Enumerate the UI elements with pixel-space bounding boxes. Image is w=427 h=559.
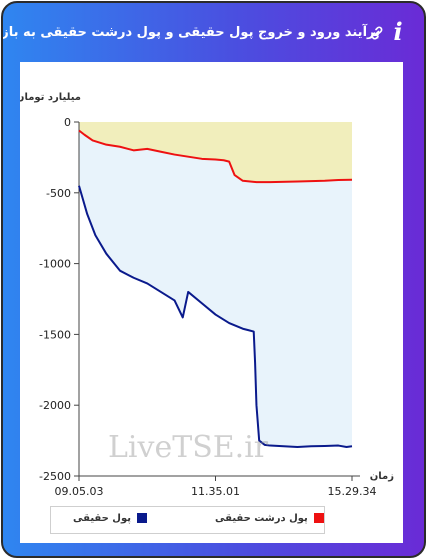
chart-panel: 0 -500 -1000 -1500 -2000 -2500 09.05.03 11.35.0…	[20, 62, 403, 543]
y-tick-label: 0	[64, 116, 71, 129]
y-axis-label: میلیارد تومان	[20, 92, 81, 103]
area-chart: 0 -500 -1000 -1500 -2000 -2500 09.05.03 11.35.0…	[20, 92, 394, 498]
y-tick-label: -2000	[39, 399, 71, 412]
legend-label-real-money: پول حقیقی	[73, 513, 131, 524]
link-icon[interactable]	[369, 25, 385, 41]
legend-swatch-big-money	[313, 513, 324, 523]
watermark: LiveTSE.ir	[108, 430, 269, 465]
card-header: i برآیند ورود و خروج پول حقیقی و پول درش…	[3, 3, 424, 63]
series-line-big-money	[78, 129, 353, 184]
area-fill-real-money	[79, 130, 352, 447]
legend-item-real-money[interactable]: پول حقیقی	[73, 513, 147, 527]
legend-item-big-money[interactable]: پول درشت حقیقی	[215, 513, 324, 527]
legend: پول درشت حقیقی پول حقیقی	[50, 506, 325, 534]
area-fill-big-money	[79, 122, 352, 183]
y-tick-label: -500	[46, 187, 71, 200]
y-tick-label: -2500	[39, 470, 71, 483]
legend-swatch-real-money	[136, 513, 147, 523]
x-axis-label: زمان	[370, 471, 394, 482]
y-tick-label: -1500	[39, 328, 71, 341]
x-tick-label: 15.29.34	[328, 485, 377, 498]
info-icon[interactable]: i	[393, 17, 403, 46]
x-tick-label: 09.05.03	[55, 485, 104, 498]
legend-label-big-money: پول درشت حقیقی	[215, 513, 308, 524]
x-tick-label: 11.35.01	[191, 485, 240, 498]
chart-title: برآیند ورود و خروج پول حقیقی و پول درشت …	[1, 25, 380, 40]
series-line-real-money	[78, 185, 353, 448]
y-tick-label: -1000	[39, 258, 71, 271]
